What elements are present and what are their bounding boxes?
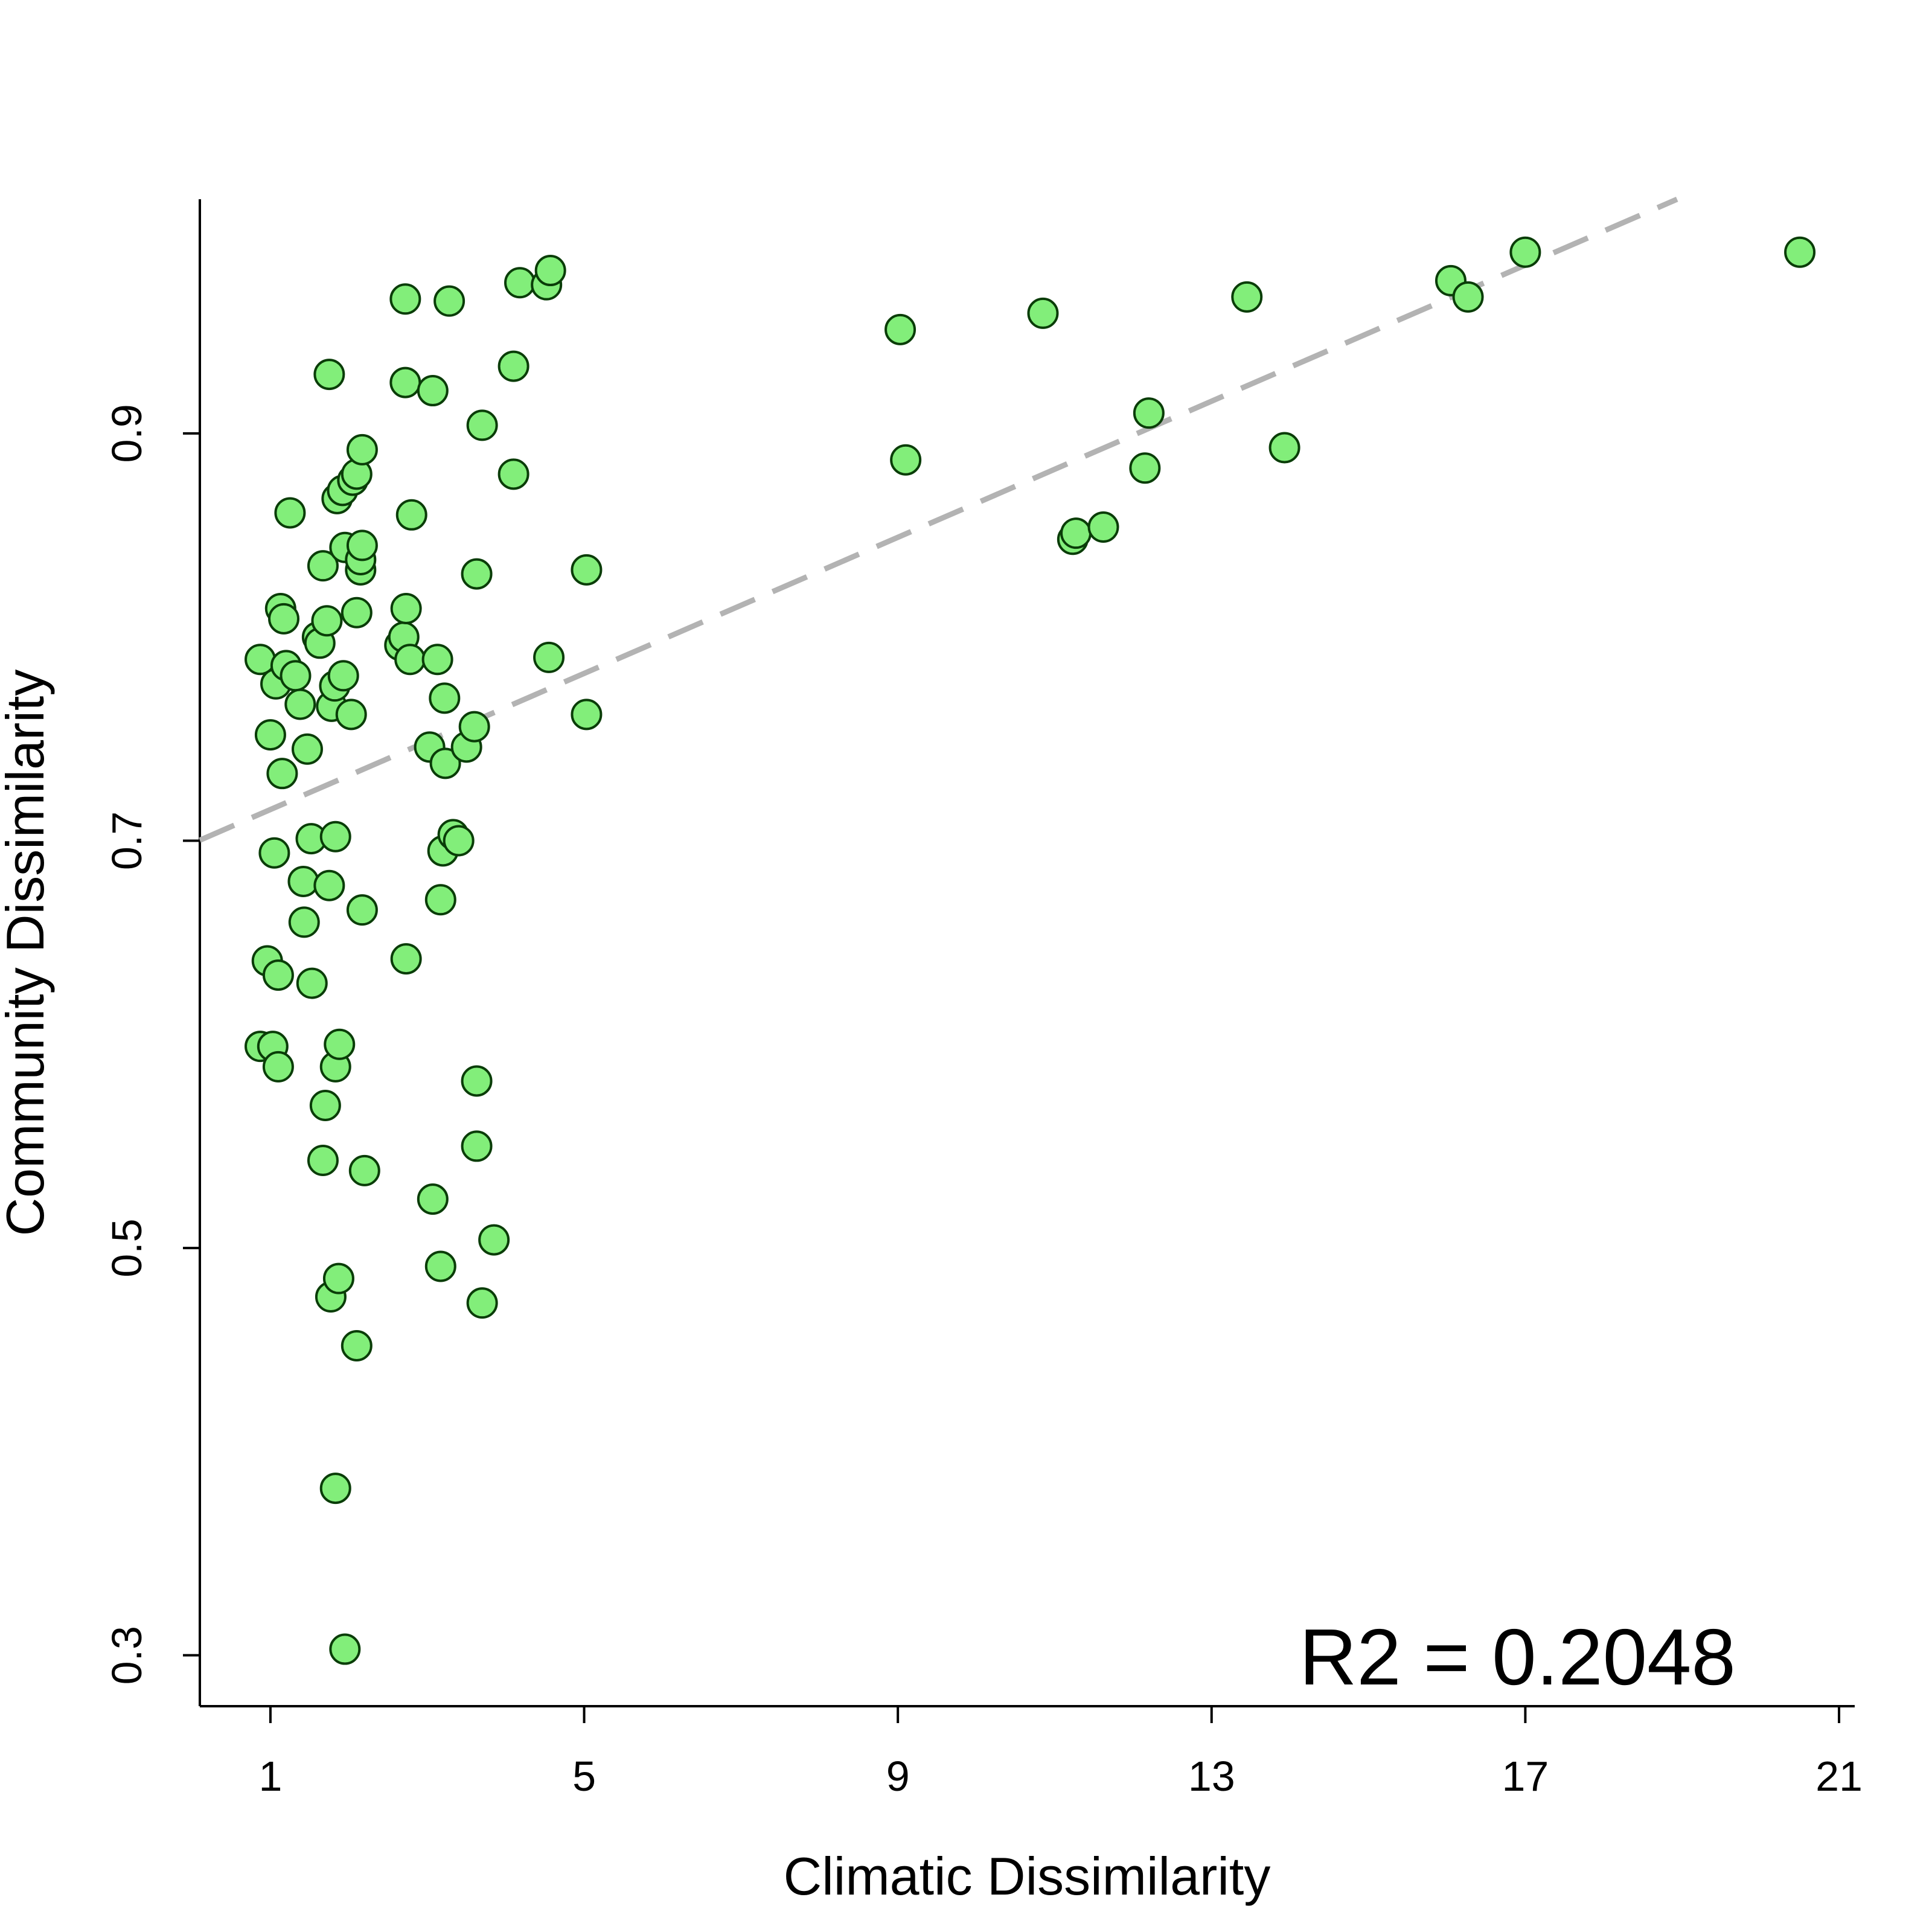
data-point (258, 837, 290, 869)
data-point (348, 1154, 380, 1186)
data-point (571, 554, 603, 586)
data-point (288, 906, 320, 938)
data-point (466, 409, 498, 441)
data-point (417, 1183, 449, 1215)
data-point (429, 682, 461, 714)
y-tick-label: 0.3 (103, 1626, 150, 1684)
data-point (1133, 397, 1165, 429)
x-axis-label: Climatic Dissimilarity (784, 1846, 1271, 1906)
data-point (433, 285, 465, 317)
data-point (329, 1633, 361, 1665)
data-point (390, 943, 422, 975)
data-point (309, 1089, 341, 1121)
data-point (466, 1287, 498, 1319)
data-point (319, 1473, 351, 1505)
data-point (284, 688, 316, 720)
axes (199, 199, 1855, 1707)
data-point (533, 641, 565, 673)
data-point (424, 1250, 456, 1282)
y-tick-label: 0.9 (103, 404, 150, 462)
data-point (461, 1065, 493, 1097)
data-point (389, 366, 421, 398)
x-tick-label: 9 (886, 1753, 910, 1800)
scatter-points (245, 236, 1816, 1665)
data-point (341, 597, 373, 629)
data-point (267, 603, 299, 635)
data-point (890, 444, 922, 476)
data-point (346, 894, 378, 926)
data-point (262, 1051, 294, 1083)
data-point (327, 660, 359, 692)
data-point (280, 660, 312, 692)
data-point (274, 497, 306, 529)
data-point (296, 967, 328, 999)
data-point (307, 550, 339, 582)
data-point (390, 592, 422, 624)
data-point (461, 558, 493, 590)
data-point (346, 433, 378, 465)
data-point (346, 529, 378, 561)
x-tick-label: 1 (258, 1753, 282, 1800)
data-point (458, 711, 490, 743)
data-point (307, 1145, 339, 1177)
data-point (478, 1224, 510, 1256)
data-point (461, 1130, 493, 1162)
data-point (504, 267, 536, 299)
data-point (1129, 452, 1161, 484)
data-point (1452, 281, 1484, 313)
y-ticks: 0.3 0.5 0.7 0.9 (103, 404, 200, 1684)
data-point (534, 255, 566, 287)
data-point (311, 605, 343, 637)
data-point (324, 1028, 356, 1060)
data-point (389, 283, 421, 315)
data-point (341, 1329, 373, 1361)
data-point (262, 959, 294, 991)
r2-annotation: R2 = 0.2048 (1299, 1613, 1736, 1701)
data-point (254, 719, 286, 751)
data-point (443, 825, 475, 857)
y-axis-label: Community Dissimilarity (0, 670, 55, 1236)
data-point (1060, 517, 1092, 549)
data-point (313, 359, 345, 391)
data-point (1027, 297, 1059, 329)
data-point (322, 1262, 354, 1294)
data-point (884, 313, 916, 345)
data-point (1509, 236, 1541, 268)
y-tick-label: 0.7 (103, 811, 150, 870)
x-tick-label: 17 (1502, 1753, 1549, 1800)
data-point (319, 820, 351, 852)
data-point (313, 869, 345, 901)
regression-line (199, 196, 1678, 843)
data-point (1087, 511, 1119, 543)
data-point (429, 747, 461, 779)
data-point (571, 699, 603, 731)
data-point (421, 644, 453, 676)
data-point (497, 350, 529, 382)
data-point (1268, 432, 1300, 464)
data-point (335, 699, 367, 731)
y-tick-label: 0.5 (103, 1218, 150, 1277)
fit-line-group (199, 196, 1678, 843)
data-point (394, 644, 426, 676)
x-ticks: 1 5 9 13 17 21 (258, 1706, 1863, 1800)
x-tick-label: 21 (1815, 1753, 1863, 1800)
data-point (287, 865, 319, 897)
x-tick-label: 13 (1188, 1753, 1235, 1800)
data-point (424, 884, 456, 916)
data-point (417, 375, 449, 407)
data-point (266, 758, 298, 790)
x-tick-label: 5 (572, 1753, 596, 1800)
data-point (497, 458, 529, 490)
data-point (1784, 236, 1816, 268)
data-point (291, 733, 323, 765)
data-point (1231, 281, 1263, 313)
data-point (395, 499, 427, 531)
